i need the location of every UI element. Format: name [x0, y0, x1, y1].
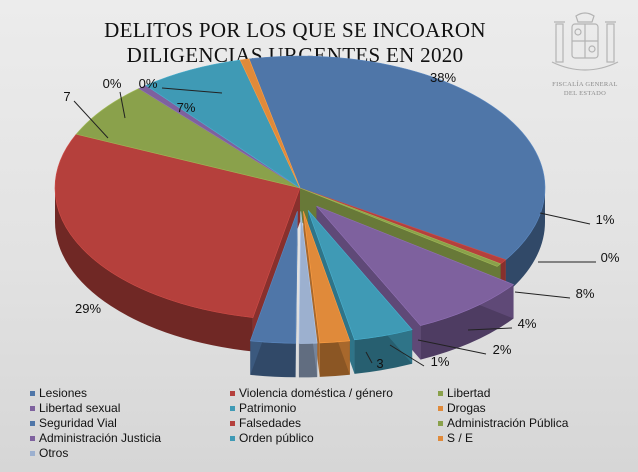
chart-title: DELITOS POR LOS QUE SE INCOARON DILIGENC…: [60, 18, 530, 68]
pie-slice: [316, 205, 515, 326]
legend-item: Violencia doméstica / género: [230, 386, 438, 401]
pie-slice: [307, 210, 413, 341]
pie-slice: [249, 211, 298, 344]
leader-line: [417, 339, 487, 355]
legend-swatch: [30, 406, 35, 411]
pie-slice: [248, 55, 546, 261]
leader-line: [539, 212, 591, 225]
legend-label: Drogas: [447, 401, 486, 415]
legend-item: Otros: [30, 446, 230, 461]
data-label: 0%: [103, 76, 122, 91]
data-label: 7: [63, 89, 70, 104]
legend-label: Libertad: [447, 386, 491, 400]
legend-label: Libertad sexual: [39, 401, 121, 415]
legend-label: Orden público: [239, 431, 314, 445]
legend-label: S / E: [447, 431, 474, 445]
leader-line: [119, 91, 126, 119]
data-label: 7%: [177, 100, 196, 115]
legend-item: Administración Pública: [438, 416, 610, 431]
data-label: 38%: [430, 70, 456, 85]
legend-label: Violencia doméstica / género: [239, 386, 393, 400]
emblem-caption-line-1: FISCALÍA GENERAL: [552, 81, 618, 88]
data-label: 29%: [75, 301, 101, 316]
pie-slice-side: [505, 188, 545, 294]
legend-item: Drogas: [438, 401, 610, 416]
data-label: 1%: [596, 212, 615, 227]
data-label: 0%: [601, 250, 620, 265]
legend-item: Lesiones: [30, 386, 230, 401]
legend-swatch: [230, 406, 235, 411]
leader-line: [365, 351, 373, 364]
data-label: 3: [376, 356, 383, 371]
leader-line: [514, 291, 571, 299]
coat-of-arms-logo: [548, 10, 622, 106]
legend-swatch: [30, 391, 35, 396]
legend-swatch: [230, 421, 235, 426]
chart-legend: Lesiones Violencia doméstica / género Libe…: [30, 386, 610, 461]
leader-line: [467, 327, 513, 331]
coat-of-arms-icon: [551, 12, 619, 71]
data-label: 0%: [139, 76, 158, 91]
legend-label: Otros: [39, 446, 69, 460]
leader-line: [389, 344, 425, 367]
pie-labels: 38% 1% 0% 8% 4% 2% 1% 3 29% 7 0% 7% 0%: [63, 70, 619, 371]
legend-item: S / E: [438, 431, 610, 446]
data-label: 1%: [431, 354, 450, 369]
legend-swatch: [230, 391, 235, 396]
legend-item: Seguridad Vial: [30, 416, 230, 431]
legend-item: Administración Justicia: [30, 431, 230, 446]
legend-swatch: [30, 451, 35, 456]
legend-item: Falsedades: [230, 416, 438, 431]
pie-slice-side: [298, 343, 318, 378]
pie-tops: [54, 55, 546, 344]
legend-label: Seguridad Vial: [39, 416, 117, 430]
legend-swatch: [438, 436, 443, 441]
legend-item: Libertad: [438, 386, 610, 401]
legend-swatch: [438, 421, 443, 426]
legend-swatch: [438, 391, 443, 396]
pie-slice-side: [250, 340, 296, 378]
leader-line: [161, 87, 223, 94]
legend-label: Lesiones: [39, 386, 88, 400]
legend-item: Patrimonio: [230, 401, 438, 416]
legend-item: Orden público: [230, 431, 438, 446]
pie-slice: [239, 58, 301, 189]
data-label: 2%: [493, 342, 512, 357]
pie-slice: [75, 88, 301, 189]
pie-slice: [54, 133, 301, 318]
legend-label: Administración Justicia: [39, 431, 162, 445]
legend-swatch: [230, 436, 235, 441]
pie-slice-side: [55, 188, 253, 352]
data-label: 4%: [518, 316, 537, 331]
legend-swatch: [30, 421, 35, 426]
emblem-caption: FISCALÍA GENERAL DEL ESTADO: [552, 80, 618, 98]
pie-slice: [298, 211, 318, 344]
legend-label: Administración Pública: [447, 416, 569, 430]
legend-label: Patrimonio: [239, 401, 297, 415]
legend-swatch: [30, 436, 35, 441]
pie-slice: [299, 187, 502, 267]
legend-label: Falsedades: [239, 416, 302, 430]
legend-item: Libertad sexual: [30, 401, 230, 416]
pie-slice: [303, 211, 351, 344]
pie-slice: [145, 59, 301, 189]
pie-chart: 38% 1% 0% 8% 4% 2% 1% 3 29% 7 0% 7% 0%: [54, 55, 620, 378]
legend-swatch: [438, 406, 443, 411]
emblem-caption-line-2: DEL ESTADO: [563, 90, 607, 97]
data-label: 8%: [576, 286, 595, 301]
chart-title-line-1: DELITOS POR LOS QUE SE INCOARON: [104, 18, 486, 42]
leader-line: [73, 100, 109, 139]
